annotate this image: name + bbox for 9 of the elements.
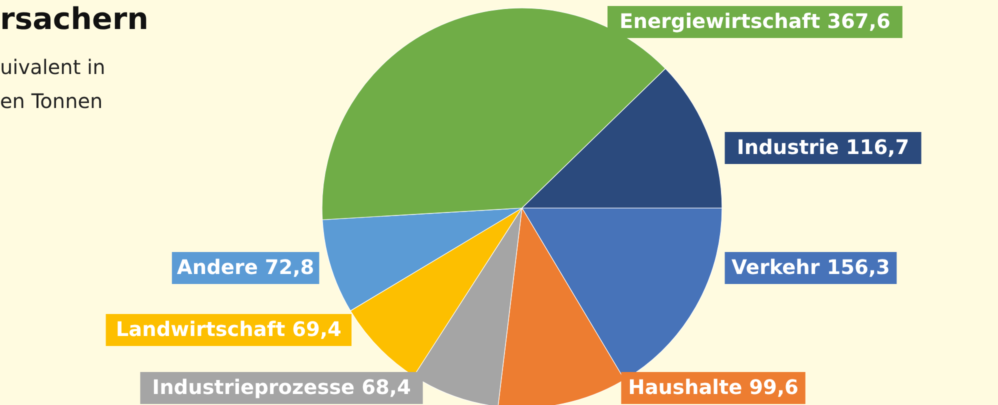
slice-label: Industrie 116,7 [736,135,910,159]
slice-label: Landwirtschaft 69,4 [116,317,342,341]
slice-label: Verkehr 156,3 [732,255,890,279]
slice-label: Industrieprozesse 68,4 [152,375,411,399]
text: uivalent in en Tonnen [0,55,106,113]
slice-label: Energiewirtschaft 367,6 [620,9,890,33]
slice-label: Haushalte 99,6 [628,375,798,399]
slice-label: Andere 72,8 [176,255,314,279]
chart-title: rsachern [0,2,149,37]
